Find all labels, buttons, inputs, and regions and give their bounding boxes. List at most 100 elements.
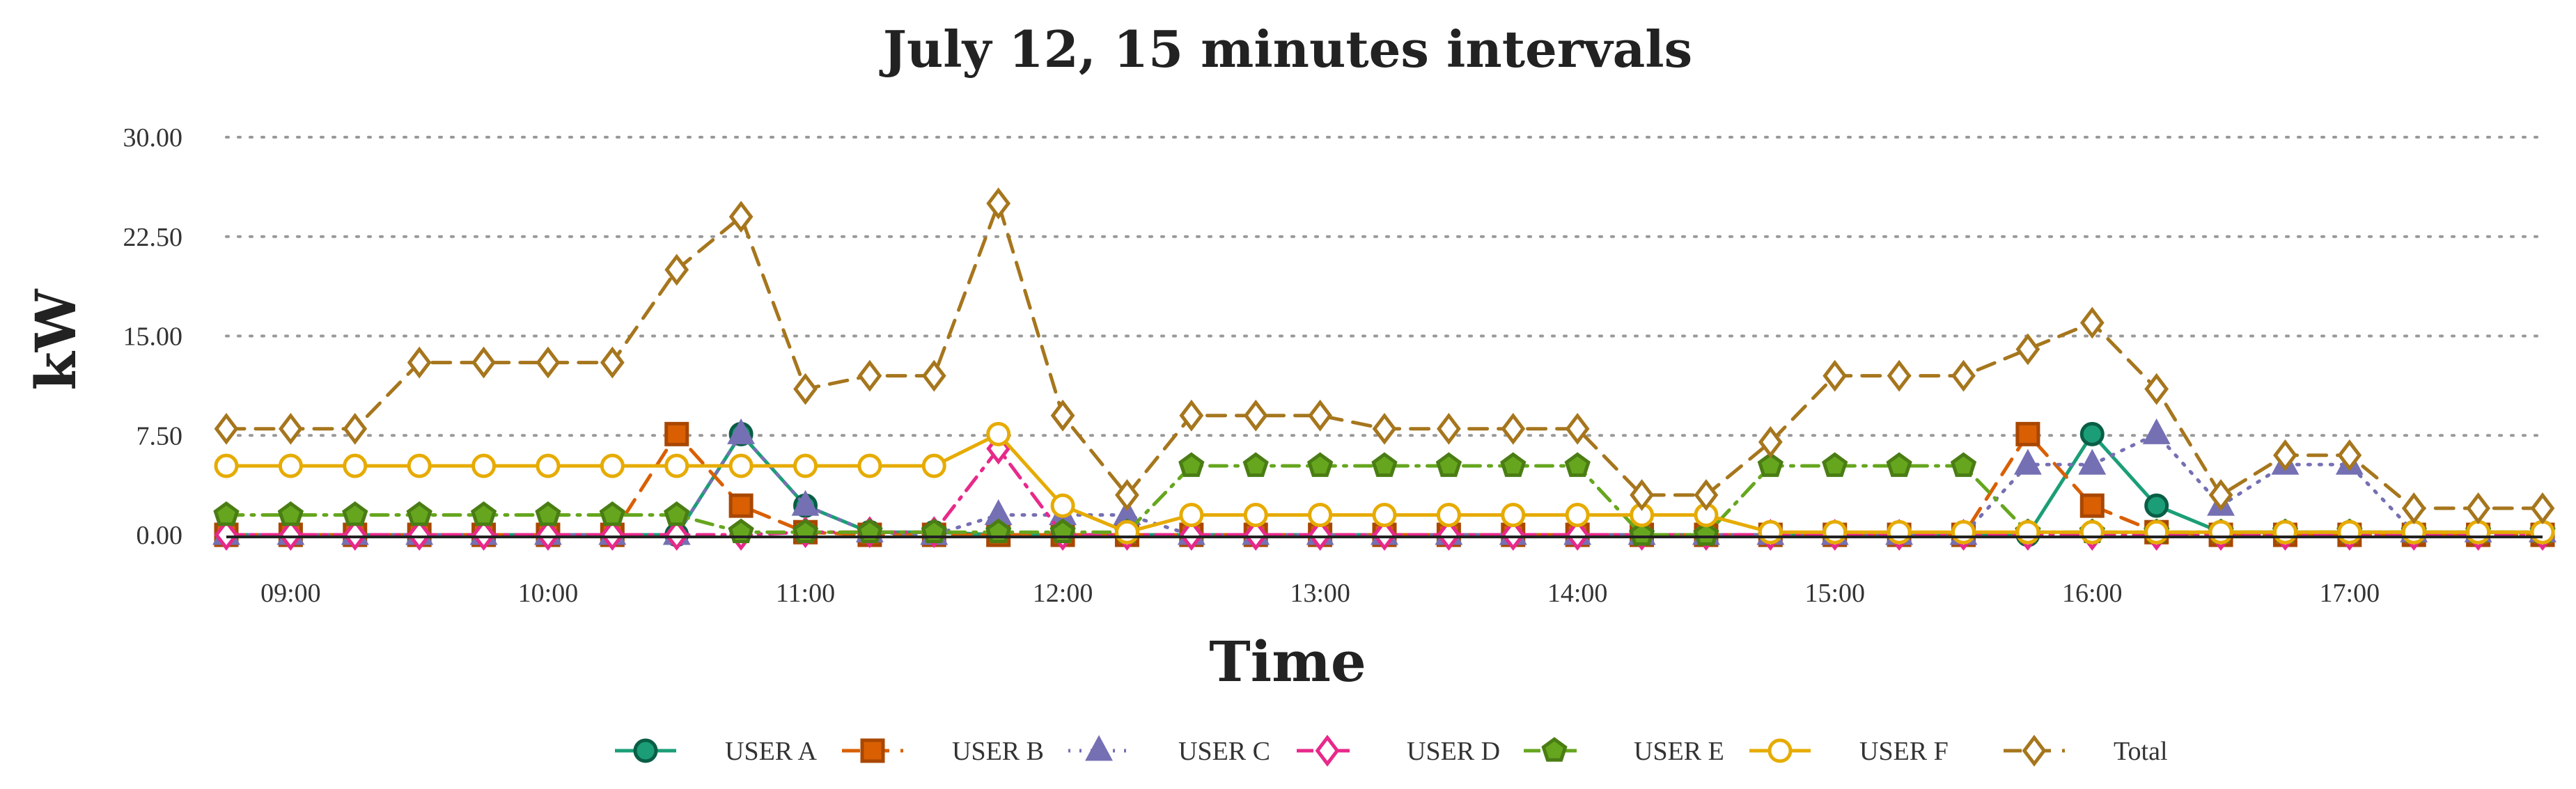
data-point <box>1308 519 1333 551</box>
legend-label: USER B <box>952 737 1044 766</box>
data-point <box>728 453 754 478</box>
data-point <box>2208 520 2233 545</box>
data-point <box>1565 412 1590 445</box>
data-point <box>1372 412 1397 445</box>
data-point <box>1114 520 1139 545</box>
data-point <box>2272 520 2297 545</box>
data-point <box>1758 425 1783 458</box>
data-point <box>2015 520 2040 545</box>
data-point <box>1435 452 1462 477</box>
data-point <box>214 519 239 551</box>
data-point <box>1372 519 1397 551</box>
legend-marker <box>633 738 658 763</box>
data-point <box>1308 399 1333 432</box>
y-axis-label: kW <box>23 288 88 390</box>
legend-item-user-b: USER B <box>842 737 1044 766</box>
data-point <box>1822 359 1848 392</box>
data-point <box>1243 399 1268 432</box>
data-point <box>2530 492 2555 524</box>
data-point <box>1693 521 1719 546</box>
data-point <box>2079 306 2105 339</box>
data-point <box>471 453 497 478</box>
legend-marker <box>860 738 885 763</box>
data-point <box>1115 479 1139 511</box>
data-point <box>2015 333 2040 366</box>
legend-item-user-f: USER F <box>1749 737 1949 766</box>
data-point <box>921 359 946 392</box>
legend-label: USER F <box>1859 737 1949 766</box>
data-point <box>1500 452 1527 477</box>
legend-label: USER C <box>1178 737 1270 766</box>
data-point <box>277 501 304 526</box>
legend-item-user-d: USER D <box>1297 735 1500 767</box>
data-point <box>536 519 561 551</box>
x-tick-label: 10:00 <box>518 579 579 608</box>
legend-marker <box>2022 735 2047 767</box>
data-point <box>1951 359 1976 392</box>
data-point <box>278 453 303 478</box>
data-point <box>1757 452 1783 477</box>
data-point <box>536 453 561 478</box>
x-tick-label: 14:00 <box>1547 579 1608 608</box>
data-point <box>1564 452 1591 477</box>
data-point <box>921 453 946 478</box>
data-point <box>1243 519 1268 551</box>
data-point <box>1628 521 1655 546</box>
data-point <box>1308 502 1333 527</box>
legend-item-user-e: USER E <box>1524 737 1724 766</box>
data-point <box>342 501 368 526</box>
legend-marker <box>1541 737 1568 762</box>
x-tick-label: 11:00 <box>776 579 835 608</box>
data-point <box>857 359 882 392</box>
data-point <box>407 453 432 478</box>
data-point <box>1436 519 1461 551</box>
data-point <box>1243 502 1268 527</box>
y-axis-ticks: 0.00 7.50 15.00 22.50 30.00 <box>123 123 183 550</box>
data-point <box>1822 452 1848 477</box>
data-point <box>1887 359 1912 392</box>
data-point <box>213 501 240 526</box>
data-point <box>664 453 689 478</box>
data-point <box>2337 520 2362 545</box>
data-point <box>2144 493 2169 518</box>
data-point <box>1179 502 1204 527</box>
data-point <box>600 453 625 478</box>
data-point <box>1565 502 1590 527</box>
data-point <box>2530 520 2555 545</box>
data-point <box>471 346 496 379</box>
data-point <box>343 519 368 551</box>
data-point <box>2142 418 2171 444</box>
legend-marker <box>1767 738 1793 763</box>
x-tick-label: 16:00 <box>2062 579 2123 608</box>
plot-area <box>212 187 2557 551</box>
data-point <box>1436 502 1461 527</box>
data-point <box>986 421 1011 446</box>
x-axis-label: Time <box>1209 629 1366 694</box>
data-point <box>278 519 303 551</box>
x-tick-label: 15:00 <box>1804 579 1865 608</box>
legend: USER A USER B USER C USER D USER E USER F Tota… <box>615 735 2168 767</box>
legend-label: USER A <box>725 737 818 766</box>
data-point <box>2208 479 2233 511</box>
data-point <box>1822 520 1848 545</box>
data-point <box>1179 519 1204 551</box>
data-point <box>793 453 818 478</box>
series-total <box>214 187 2555 524</box>
data-point <box>343 453 368 478</box>
x-tick-label: 09:00 <box>260 579 321 608</box>
x-tick-label: 12:00 <box>1033 579 1093 608</box>
data-point <box>1436 412 1461 445</box>
data-point <box>1242 452 1269 477</box>
data-point <box>727 418 756 444</box>
data-point <box>728 518 754 543</box>
y-tick-label: 22.50 <box>123 223 183 252</box>
data-point <box>1630 479 1654 511</box>
data-point <box>1501 412 1526 445</box>
data-point <box>2466 492 2491 524</box>
data-point <box>1951 520 1976 545</box>
y-tick-label: 7.50 <box>136 421 183 451</box>
data-point <box>1178 452 1205 477</box>
data-point <box>600 519 625 551</box>
data-point <box>1950 452 1977 477</box>
